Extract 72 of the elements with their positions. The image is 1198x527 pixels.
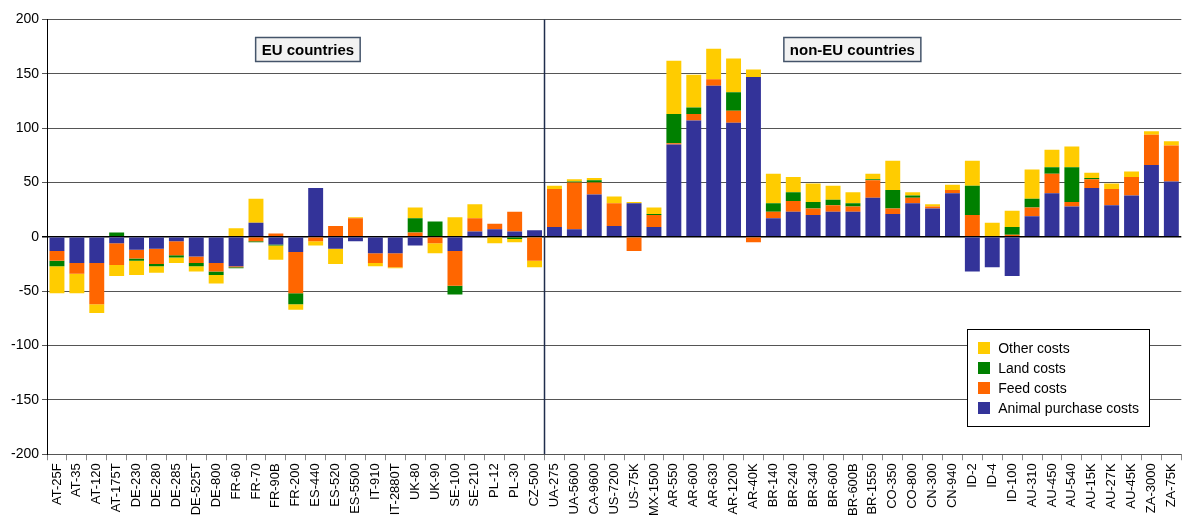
- x-tick-label: UA-5600: [565, 463, 581, 515]
- x-tick-label: MX-1500: [645, 463, 661, 516]
- y-tick-label: -50: [18, 282, 40, 299]
- x-tick-label: BR-1550: [864, 463, 880, 515]
- x-tick-label: AT-25F: [48, 463, 64, 505]
- x-tick-label: FR-60: [227, 463, 243, 500]
- y-tick-label: -150: [10, 390, 40, 407]
- x-tick-label: FR-90B: [267, 463, 283, 509]
- x-tick-label: ES-5500: [347, 463, 363, 514]
- y-tick-label: -200: [10, 445, 40, 462]
- x-tick-label: AR-40K: [745, 462, 761, 509]
- x-tick-label: DE-525T: [187, 463, 203, 516]
- x-tick-label: DE-280: [148, 463, 164, 508]
- x-tick-label: FR-200: [287, 463, 303, 507]
- x-tick-label: CN-300: [924, 463, 940, 509]
- x-tick-label: AU-27K: [1103, 462, 1119, 509]
- x-tick-label: ID-2: [963, 463, 979, 488]
- x-tick-label: ES-520: [327, 463, 343, 507]
- x-tick-label: CO-350: [884, 463, 900, 509]
- annotation: non-EU countries: [789, 40, 915, 58]
- x-tick-label: AT-175T: [108, 463, 124, 513]
- legend-label: Land costs: [998, 360, 1066, 376]
- x-tick-label: CN-940: [944, 463, 960, 509]
- y-tick-label: -100: [10, 336, 40, 353]
- x-tick-label: AR-630: [705, 463, 721, 508]
- x-tick-label: AT-120: [88, 463, 104, 505]
- x-tick-label: CO-800: [904, 463, 920, 509]
- x-tick-label: PL-12: [486, 463, 502, 498]
- x-tick-label: SE-210: [466, 463, 482, 507]
- x-tick-label: AU-450: [1043, 463, 1059, 508]
- x-tick-label: PL-30: [506, 463, 522, 498]
- x-tick-label: BR-240: [784, 463, 800, 508]
- x-tick-label: ZA-3000: [1143, 463, 1159, 514]
- x-tick-label: IT-2880T: [386, 463, 402, 516]
- y-tick-label: 200: [15, 10, 40, 27]
- x-tick-label: AR-1200: [725, 463, 741, 515]
- x-tick-label: UK-80: [406, 463, 422, 501]
- x-tick-label: BR-600B: [844, 463, 860, 516]
- x-tick-label: FR-70: [247, 463, 263, 500]
- x-tick-label: ES-440: [307, 463, 323, 507]
- x-tick-label: AR-550: [665, 463, 681, 508]
- y-tick-label: 150: [15, 64, 40, 81]
- x-tick-label: AU-45K: [1123, 462, 1139, 509]
- x-tick-label: DE-285: [167, 463, 183, 508]
- x-tick-label: US-7200: [605, 463, 621, 515]
- x-tick-label: AU-310: [1023, 463, 1039, 508]
- y-tick-label: 50: [23, 173, 40, 190]
- x-tick-label: AR-600: [685, 463, 701, 508]
- x-tick-label: SE-100: [446, 463, 462, 507]
- x-tick-label: AU-540: [1063, 463, 1079, 508]
- x-tick-label: AU-15K: [1083, 462, 1099, 509]
- legend-label: Animal purchase costs: [998, 400, 1139, 416]
- x-tick-label: CZ-500: [526, 463, 542, 507]
- x-tick-label: BR-340: [804, 463, 820, 508]
- annotation: EU countries: [261, 40, 355, 58]
- x-tick-label: IT-910: [366, 463, 382, 501]
- x-tick-label: UA-275: [546, 463, 562, 508]
- legend-label: Feed costs: [998, 380, 1067, 396]
- x-tick-label: ID-4: [983, 463, 999, 488]
- x-tick-label: DE-230: [128, 463, 144, 508]
- legend-label: Other costs: [998, 340, 1070, 356]
- y-tick-label: 0: [31, 227, 40, 244]
- x-tick-label: ID-100: [1003, 463, 1019, 503]
- x-tick-label: BR-600: [824, 463, 840, 508]
- x-tick-label: AT-35: [68, 463, 84, 497]
- x-tick-label: CA-9600: [585, 463, 601, 515]
- x-tick-label: ZA-75K: [1162, 462, 1178, 508]
- x-tick-label: US-75K: [625, 462, 641, 509]
- y-tick-label: 100: [15, 118, 40, 135]
- x-tick-label: BR-140: [764, 463, 780, 508]
- x-tick-label: UK-90: [426, 463, 442, 501]
- x-tick-label: DE-800: [207, 463, 223, 508]
